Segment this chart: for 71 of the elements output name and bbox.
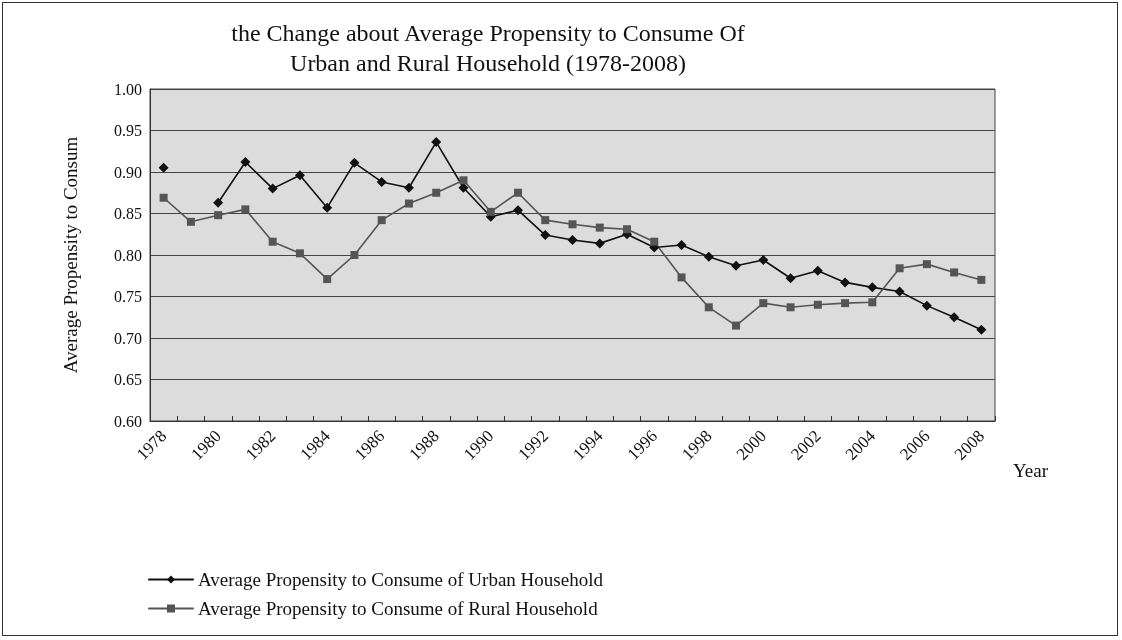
point — [594, 238, 605, 249]
point — [949, 312, 960, 323]
point — [840, 277, 851, 288]
point — [567, 235, 578, 246]
point — [268, 237, 277, 246]
point — [267, 183, 278, 194]
point — [677, 273, 686, 282]
point — [568, 220, 577, 229]
y-tick-label: 0.60 — [114, 412, 142, 430]
point — [513, 188, 522, 197]
point — [432, 188, 441, 197]
point — [786, 303, 795, 312]
legend-label: Average Propensity to Consume of Rural Household — [198, 598, 599, 619]
point — [703, 251, 714, 262]
point — [650, 237, 659, 246]
point — [403, 182, 414, 193]
x-axis-title: Year — [1013, 460, 1049, 481]
point — [431, 137, 442, 148]
point — [950, 268, 959, 277]
point — [322, 202, 333, 213]
point — [841, 299, 850, 308]
point — [512, 205, 523, 216]
point — [213, 197, 224, 208]
y-tick-label: 0.95 — [114, 122, 142, 139]
point — [376, 176, 387, 187]
point — [240, 157, 251, 168]
legend-label: Average Propensity to Consume of Urban Household — [198, 569, 604, 590]
point — [731, 260, 742, 271]
point — [158, 162, 169, 173]
point — [868, 298, 877, 307]
point — [623, 225, 632, 234]
point — [812, 265, 823, 276]
y-tick-label: 0.75 — [114, 288, 142, 305]
point — [295, 249, 304, 258]
point — [159, 193, 168, 202]
point — [541, 216, 550, 225]
point — [785, 273, 796, 284]
point — [377, 216, 386, 225]
point — [813, 300, 822, 309]
y-tick-label: 0.70 — [114, 329, 142, 347]
point — [977, 275, 986, 284]
point — [459, 176, 468, 185]
y-tick-label: 0.65 — [114, 371, 142, 388]
y-tick-label: 0.80 — [114, 246, 142, 264]
y-tick-label: 0.90 — [114, 163, 142, 181]
point — [922, 260, 931, 269]
point — [894, 286, 905, 297]
y-tick-label: 0.85 — [114, 205, 142, 222]
point — [758, 254, 769, 265]
point — [676, 240, 687, 251]
point — [704, 303, 713, 312]
point — [486, 207, 495, 216]
y-tick-label: 1.00 — [114, 80, 142, 98]
point — [595, 223, 604, 232]
chart-title: the Change about Average Propensity to Consume Of Urban and Rural Household (1978-2008) — [231, 20, 745, 76]
point — [294, 170, 305, 181]
point — [867, 282, 878, 293]
point — [759, 299, 768, 308]
point — [349, 157, 360, 168]
point — [186, 217, 195, 226]
point — [976, 324, 987, 335]
point — [323, 275, 332, 284]
point — [350, 251, 359, 259]
point — [214, 211, 223, 220]
point — [540, 230, 551, 241]
point — [404, 199, 413, 208]
point — [732, 321, 741, 330]
point — [895, 264, 904, 273]
point — [921, 300, 932, 311]
y-axis-title: Average Propensity to Consum — [60, 136, 81, 374]
point — [241, 205, 250, 214]
